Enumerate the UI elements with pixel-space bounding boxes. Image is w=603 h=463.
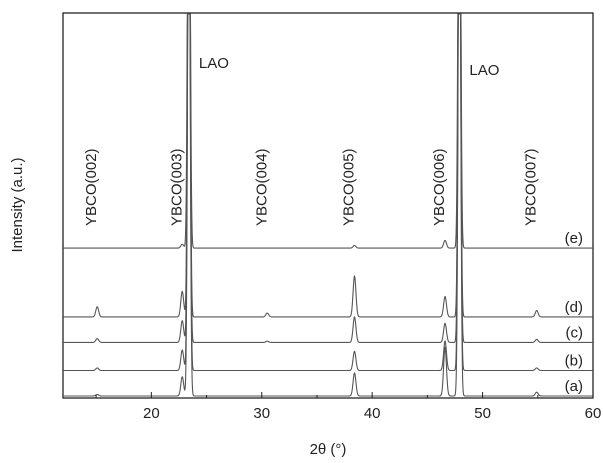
peak-label: YBCO(007) bbox=[523, 148, 540, 226]
x-tick-label: 50 bbox=[474, 405, 491, 422]
trace-a bbox=[63, 13, 593, 397]
x-axis-title: 2θ (°) bbox=[310, 441, 347, 458]
annotations-layer: YBCO(002) YBCO(003) YBCO(004) YBCO(005) YBCO… bbox=[83, 55, 539, 226]
series-label: (b) bbox=[565, 353, 583, 370]
peak-label: YBCO(005) bbox=[341, 148, 358, 226]
y-axis-title: Intensity (a.u.) bbox=[9, 157, 26, 252]
substrate-label: LAO bbox=[199, 55, 229, 72]
x-tick-label: 20 bbox=[143, 405, 160, 422]
series-label: (d) bbox=[565, 299, 583, 316]
trace-b bbox=[63, 13, 593, 372]
x-tick-label: 30 bbox=[253, 405, 270, 422]
traces-layer: (a) (b) (c) (d) (e) bbox=[63, 13, 593, 397]
x-tick-label: 60 bbox=[585, 405, 602, 422]
peak-label: YBCO(002) bbox=[83, 148, 100, 226]
substrate-label: LAO bbox=[469, 62, 499, 79]
x-tick-label: 40 bbox=[364, 405, 381, 422]
series-label: (e) bbox=[565, 230, 583, 247]
peak-label: YBCO(004) bbox=[253, 148, 270, 226]
plot-frame bbox=[62, 12, 594, 399]
trace-e bbox=[63, 13, 593, 249]
x-axis-ticks: 20 30 40 50 60 bbox=[95, 392, 602, 422]
peak-label: YBCO(006) bbox=[431, 148, 448, 226]
peak-label: YBCO(003) bbox=[168, 148, 185, 226]
trace-d bbox=[63, 13, 593, 318]
series-label: (a) bbox=[565, 378, 583, 395]
series-label: (c) bbox=[566, 324, 584, 341]
trace-c bbox=[63, 13, 593, 343]
